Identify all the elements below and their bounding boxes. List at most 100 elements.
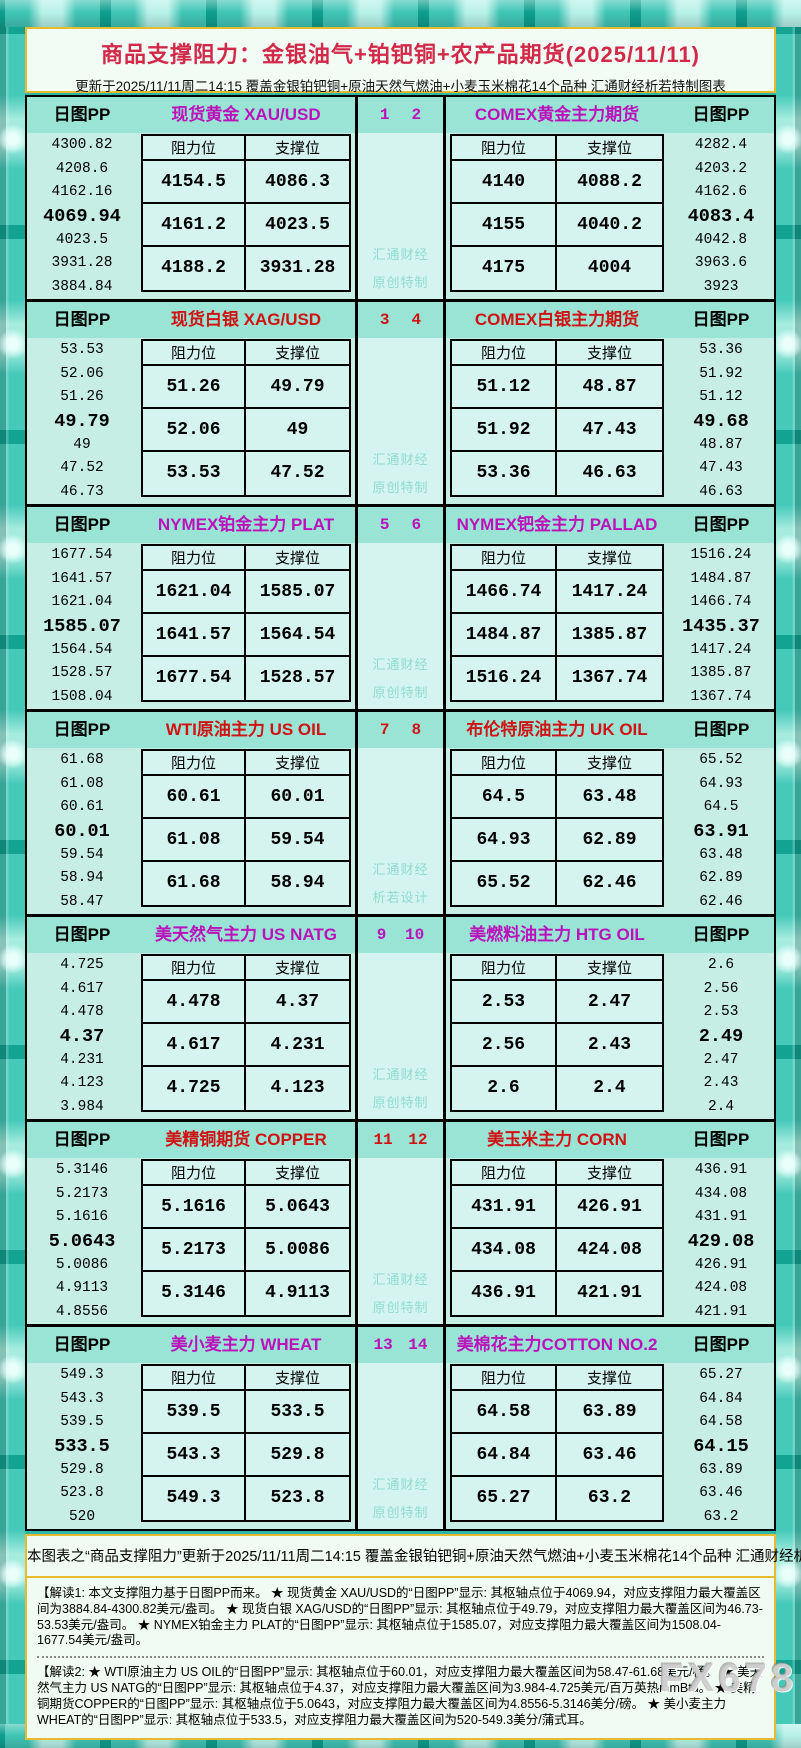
resistance-value: 4.478	[143, 981, 246, 1024]
support-header: 支撑位	[246, 751, 349, 776]
left-instrument-title: 现货黄金 XAU/USD	[171, 105, 321, 124]
pivot-level-s1: 4042.8	[694, 231, 748, 248]
resistance-value: 4154.5	[143, 161, 246, 204]
pivot-level-s1: 59.54	[60, 846, 104, 863]
pivot-point: 49.79	[54, 410, 110, 432]
resistance-value: 53.53	[143, 452, 246, 495]
commodity-section: 日图PP 4.725 4.617 4.478 4.37 4.231 4.123 …	[27, 917, 774, 1122]
support-value: 5.0086	[246, 1229, 349, 1272]
right-pivot-column: 日图PP 65.52 64.93 64.5 63.91 63.48 62.89 …	[668, 712, 774, 914]
support-value: 62.46	[582, 873, 637, 893]
pivot-level-s1: 426.91	[694, 1256, 748, 1273]
resistance-header: 阻力位	[452, 546, 557, 571]
commodity-section: 日图PP 5.3146 5.2173 5.1616 5.0643 5.0086 …	[27, 1122, 774, 1327]
pivot-level-s1: 1417.24	[690, 641, 752, 658]
right-instrument-title: 美燃料油主力 HTG OIL	[469, 925, 645, 944]
resistance-value: 436.91	[452, 1272, 557, 1315]
support-value: 533.5	[246, 1391, 349, 1434]
resistance-value: 65.52	[452, 862, 557, 905]
left-instrument-block: WTI原油主力 US OIL 阻力位 支撑位 60.61 60.01 61.08…	[137, 712, 355, 914]
support-value: 2.47	[557, 981, 662, 1024]
section-header-band	[27, 917, 774, 953]
pivot-level-r1: 1621.04	[51, 594, 113, 611]
pivot-level-r1: 51.26	[60, 389, 104, 406]
support-header: 支撑位	[557, 1366, 662, 1391]
left-instrument-block: 现货黄金 XAU/USD 阻力位 支撑位 4154.5 4086.3 4161.…	[137, 97, 355, 299]
pivot-level-r1: 4162.16	[51, 184, 113, 201]
commodity-section: 日图PP 61.68 61.08 60.61 60.01 59.54 58.94…	[27, 712, 774, 917]
right-sr-table: 阻力位 支撑位 64.58 63.89 64.84 63.46 65.27 63…	[450, 1364, 664, 1522]
pivot-level-r2: 52.06	[60, 365, 104, 382]
middle-strip-body: 汇通财经 原创特制	[358, 1363, 443, 1529]
right-instrument-title: 美棉花主力COTTON NO.2	[456, 1335, 658, 1354]
pivot-level-r3: 1516.24	[690, 546, 752, 563]
left-instrument-block: 现货白银 XAG/USD 阻力位 支撑位 51.26 49.79 52.06 4…	[137, 302, 355, 504]
pivot-level-r3: 436.91	[694, 1161, 748, 1178]
pivot-point: 49.68	[693, 410, 749, 432]
resistance-header: 阻力位	[143, 1366, 246, 1391]
middle-strip-body: 汇通财经 原创特制	[358, 133, 443, 299]
chart-number-left: 1	[379, 106, 390, 124]
pp-label: 日图PP	[692, 925, 750, 944]
right-sr-table: 阻力位 支撑位 64.5 63.48 64.93 62.89 65.52 62.…	[450, 749, 664, 907]
middle-strip: 1 2 汇通财经 原创特制	[355, 97, 446, 299]
resistance-value: 4155	[452, 204, 557, 247]
right-instrument-title: COMEX白银主力期货	[474, 310, 640, 329]
pivot-level-r2: 1641.57	[51, 570, 113, 587]
pivot-level-s3: 3884.84	[51, 279, 113, 296]
pivot-level-s2: 58.94	[60, 870, 104, 887]
left-sr-table: 阻力位 支撑位 51.26 49.79 52.06 49 53.53 47.52	[141, 339, 351, 497]
pivot-level-s1: 63.48	[699, 846, 743, 863]
support-header: 支撑位	[557, 956, 662, 981]
brand-watermark-line2: 原创特制	[372, 685, 429, 700]
section-header-band	[27, 302, 774, 338]
pivot-point: 533.5	[54, 1435, 110, 1457]
resistance-value: 543.3	[143, 1434, 246, 1477]
support-value: 63.89	[557, 1391, 662, 1434]
resistance-value: 1677.54	[143, 657, 246, 700]
left-sr-table: 阻力位 支撑位 4.478 4.37 4.617 4.231 4.725 4.1…	[141, 954, 351, 1112]
chart-numbers: 9 10	[358, 917, 443, 953]
pivot-level-s2: 3931.28	[51, 255, 113, 272]
left-pivot-column: 日图PP 4300.82 4208.6 4162.16 4069.94 4023…	[27, 97, 137, 299]
resistance-header: 阻力位	[452, 1161, 557, 1186]
pivot-level-s3: 1508.04	[51, 689, 113, 706]
chart-numbers: 1 2	[358, 97, 443, 133]
support-value: 63.2	[587, 1488, 632, 1508]
left-instrument-block: 美小麦主力 WHEAT 阻力位 支撑位 539.5 533.5 543.3 52…	[137, 1327, 355, 1529]
resistance-value: 1621.04	[143, 571, 246, 614]
resistance-value: 64.93	[452, 819, 557, 862]
resistance-value: 2.53	[452, 981, 557, 1024]
pivot-level-s3: 2.4	[707, 1099, 735, 1116]
pp-label: 日图PP	[692, 310, 750, 329]
chart-number-right: 8	[411, 721, 422, 739]
brand-watermark-line1: 汇通财经	[372, 1067, 429, 1082]
pivot-point: 64.15	[693, 1435, 749, 1457]
footer-box: 本图表之“商品支撑阻力”更新于2025/11/11周二14:15 覆盖金银铂钯铜…	[25, 1534, 801, 1741]
left-sr-table: 阻力位 支撑位 4154.5 4086.3 4161.2 4023.5 4188…	[141, 134, 351, 292]
section-grid: 日图PP 53.53 52.06 51.26 49.79 49 47.52 46…	[27, 302, 774, 504]
support-header: 支撑位	[246, 136, 349, 161]
support-value: 421.91	[577, 1283, 642, 1303]
right-instrument-block: 美燃料油主力 HTG OIL 阻力位 支撑位 2.53 2.47 2.56 2.…	[446, 917, 668, 1119]
pivot-level-s2: 47.52	[60, 460, 104, 477]
pp-label: 日图PP	[53, 105, 111, 124]
support-value: 47.52	[270, 463, 325, 483]
left-instrument-title: 现货白银 XAG/USD	[170, 310, 322, 329]
section-grid: 日图PP 5.3146 5.2173 5.1616 5.0643 5.0086 …	[27, 1122, 774, 1324]
commodity-section: 日图PP 4300.82 4208.6 4162.16 4069.94 4023…	[27, 97, 774, 302]
section-header-band	[27, 1122, 774, 1158]
left-pivot-column: 日图PP 53.53 52.06 51.26 49.79 49 47.52 46…	[27, 302, 137, 504]
right-pivot-column: 日图PP 53.36 51.92 51.12 49.68 48.87 47.43…	[668, 302, 774, 504]
section-grid: 日图PP 1677.54 1641.57 1621.04 1585.07 156…	[27, 507, 774, 709]
right-instrument-block: COMEX白银主力期货 阻力位 支撑位 51.12 48.87 51.92 47…	[446, 302, 668, 504]
chart-number-right: 10	[405, 926, 425, 944]
pivot-level-r2: 64.84	[699, 1390, 743, 1407]
support-value: 424.08	[557, 1229, 662, 1272]
resistance-header: 阻力位	[143, 956, 246, 981]
middle-strip: 11 12 汇通财经 原创特制	[355, 1122, 446, 1324]
support-value: 4023.5	[246, 204, 349, 247]
pivot-point: 1435.37	[682, 615, 760, 637]
resistance-value: 4175	[452, 247, 557, 290]
